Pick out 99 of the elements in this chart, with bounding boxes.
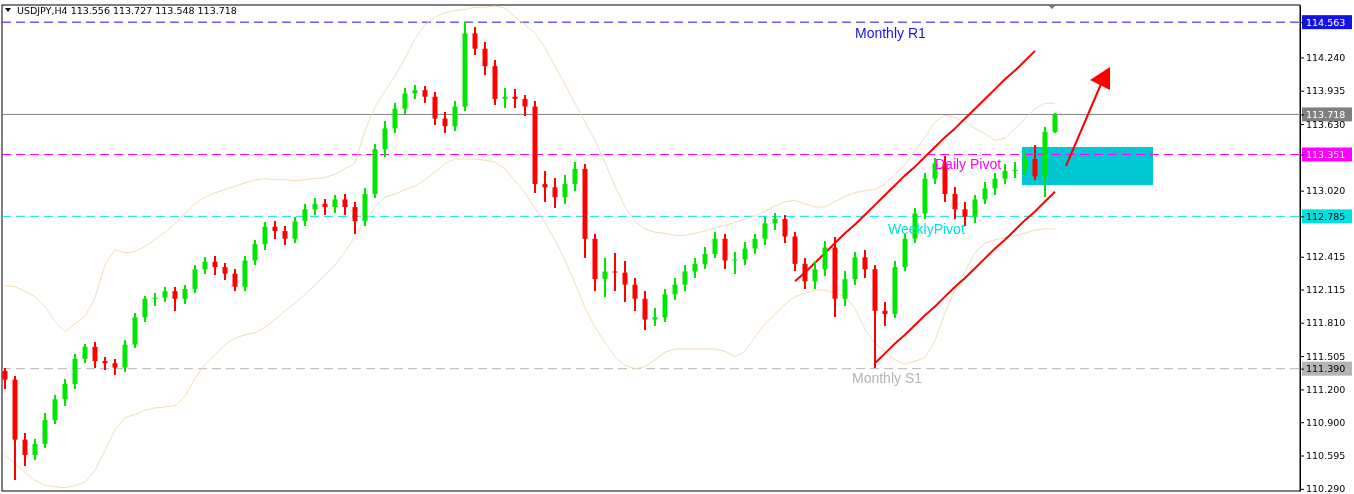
y-tick-label: 113.020 bbox=[1306, 185, 1346, 197]
candlestick bbox=[572, 161, 578, 192]
candlestick bbox=[402, 87, 408, 115]
candlestick bbox=[192, 264, 198, 295]
candlestick bbox=[752, 233, 758, 255]
y-tick-label: 113.935 bbox=[1306, 85, 1346, 97]
candlestick bbox=[762, 216, 768, 247]
candlestick bbox=[852, 251, 858, 286]
candlestick bbox=[32, 437, 38, 462]
candlestick bbox=[842, 270, 848, 308]
candlestick bbox=[982, 181, 988, 205]
candlestick bbox=[702, 246, 708, 271]
ref-line-label: Monthly R1 bbox=[855, 25, 927, 42]
candlestick bbox=[432, 91, 438, 126]
y-tick-label: 114.240 bbox=[1306, 51, 1346, 63]
candlestick bbox=[862, 248, 868, 279]
y-tick-label: 111.390 bbox=[1306, 363, 1346, 375]
candlestick bbox=[992, 172, 998, 196]
candlestick bbox=[212, 255, 218, 276]
y-tick-label: 112.415 bbox=[1306, 251, 1346, 263]
y-tick-label: 110.900 bbox=[1306, 416, 1346, 428]
candlestick bbox=[322, 198, 328, 216]
y-tick-label: 112.115 bbox=[1306, 284, 1346, 296]
chart-title: USDJPY,H4 113.556 113.727 113.548 113.718 bbox=[17, 5, 237, 16]
candlestick bbox=[722, 233, 728, 271]
ref-line-label: Monthly S1 bbox=[852, 369, 923, 386]
candlestick bbox=[232, 268, 238, 292]
candlestick bbox=[22, 432, 28, 467]
y-tick-label: 110.290 bbox=[1306, 483, 1346, 494]
candlestick bbox=[602, 257, 608, 298]
line-series bbox=[4, 5, 1056, 333]
candlestick bbox=[642, 290, 648, 332]
candlestick bbox=[262, 221, 268, 251]
y-tick-label: 111.810 bbox=[1306, 317, 1346, 329]
line-series bbox=[874, 190, 1056, 365]
y-tick-label: 110.595 bbox=[1306, 450, 1346, 462]
candlestick bbox=[672, 277, 678, 301]
candlestick bbox=[1052, 112, 1058, 134]
candlestick bbox=[412, 83, 418, 100]
candlestick bbox=[822, 240, 828, 277]
candlestick bbox=[52, 394, 58, 426]
candlestick bbox=[1032, 144, 1038, 181]
candlestick bbox=[182, 283, 188, 305]
candlestick bbox=[742, 241, 748, 266]
candlestick bbox=[952, 186, 958, 220]
candlestick bbox=[2, 366, 8, 391]
candlestick bbox=[1022, 150, 1028, 177]
candlestick bbox=[82, 342, 88, 364]
y-tick-label: 113.630 bbox=[1306, 118, 1346, 130]
y-tick-label: 111.505 bbox=[1306, 350, 1346, 362]
candlestick bbox=[632, 277, 638, 312]
candlestick bbox=[652, 306, 658, 327]
candlestick bbox=[972, 194, 978, 225]
candlestick bbox=[292, 216, 298, 244]
candlestick bbox=[352, 200, 358, 236]
candlestick bbox=[482, 41, 488, 76]
candlestick bbox=[502, 87, 508, 109]
y-tick-label: 111.200 bbox=[1306, 383, 1346, 395]
candlestick bbox=[522, 93, 528, 118]
candlestick bbox=[272, 220, 278, 240]
candlestick bbox=[692, 257, 698, 279]
candlestick bbox=[282, 224, 288, 247]
y-tick-label: 113.351 bbox=[1306, 149, 1346, 161]
candlestick bbox=[552, 176, 558, 209]
candlestick bbox=[542, 170, 548, 203]
candlestick bbox=[772, 211, 778, 231]
candlestick bbox=[102, 355, 108, 371]
candlestick bbox=[302, 203, 308, 227]
candlestick bbox=[732, 251, 738, 275]
line-series bbox=[4, 158, 1056, 489]
candlestick bbox=[712, 231, 718, 260]
candlestick bbox=[442, 111, 448, 134]
candlestick bbox=[612, 252, 618, 292]
candlestick bbox=[682, 264, 688, 292]
candlestick bbox=[472, 26, 478, 56]
candlestick bbox=[1002, 163, 1008, 185]
candlestick bbox=[1012, 161, 1018, 179]
candlestick bbox=[142, 294, 148, 323]
candlestick bbox=[382, 120, 388, 158]
candlestick bbox=[152, 292, 158, 308]
candlestick bbox=[812, 259, 818, 290]
candlestick bbox=[662, 288, 668, 323]
candlestick bbox=[882, 301, 888, 327]
candlestick bbox=[562, 174, 568, 205]
candlestick bbox=[392, 102, 398, 134]
y-tick-label: 112.785 bbox=[1306, 210, 1346, 222]
candlestick bbox=[122, 339, 128, 373]
candlestick bbox=[512, 88, 518, 109]
candlestick bbox=[782, 213, 788, 244]
candlestick bbox=[62, 377, 68, 407]
candlestick bbox=[252, 239, 258, 266]
candlestick bbox=[622, 259, 628, 303]
candlestick bbox=[452, 100, 458, 132]
candlestick bbox=[312, 197, 318, 216]
candlestick bbox=[342, 193, 348, 216]
candlestick bbox=[172, 286, 178, 312]
y-tick-label: 114.563 bbox=[1306, 16, 1346, 28]
candlestick bbox=[92, 341, 98, 369]
y-tick-label: 113.718 bbox=[1306, 108, 1346, 120]
